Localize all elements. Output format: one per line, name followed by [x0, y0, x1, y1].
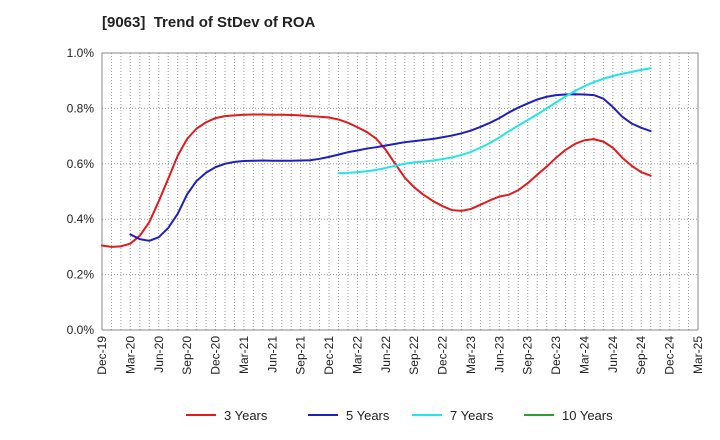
- y-tick-label: 0.2%: [67, 268, 95, 282]
- x-tick-label: Sep-22: [407, 336, 421, 375]
- y-axis-tick-labels: 0.0% 0.2% 0.4% 0.6% 0.8% 1.0%: [67, 46, 95, 337]
- x-tick-label: Mar-21: [237, 336, 251, 374]
- x-tick-label: Mar-23: [464, 336, 478, 374]
- x-tick-label: Sep-21: [294, 336, 308, 375]
- legend-label: 7 Years: [450, 408, 494, 423]
- x-tick-label: Jun-20: [152, 336, 166, 373]
- x-tick-label: Dec-19: [95, 336, 109, 375]
- y-tick-label: 0.4%: [67, 212, 95, 226]
- x-tick-label: Dec-20: [209, 336, 223, 375]
- x-tick-label: Sep-23: [521, 336, 535, 375]
- y-tick-label: 1.0%: [67, 46, 95, 60]
- x-tick-label: Dec-21: [322, 336, 336, 375]
- legend-label: 5 Years: [346, 408, 390, 423]
- x-tick-label: Sep-24: [634, 336, 648, 375]
- series-line-3-years: [101, 113, 652, 248]
- y-tick-label: 0.8%: [67, 101, 95, 115]
- x-tick-label: Dec-22: [436, 336, 450, 375]
- x-tick-label: Mar-20: [123, 336, 137, 374]
- x-tick-label: Jun-21: [265, 336, 279, 373]
- y-tick-label: 0.6%: [67, 157, 95, 171]
- legend-label: 10 Years: [562, 408, 613, 423]
- chart-title: [9063] Trend of StDev of ROA: [102, 14, 316, 31]
- series-lines: [101, 67, 652, 248]
- x-tick-label: Dec-23: [549, 336, 563, 375]
- x-axis-tick-labels: Dec-19 Mar-20 Jun-20 Sep-20 Dec-20 Mar-21 Jun-…: [95, 336, 705, 375]
- legend: 3 Years 5 Years 7 Years 10 Years: [186, 408, 613, 423]
- vertical-gridlines: [110, 53, 690, 330]
- x-tick-label: Jun-24: [606, 336, 620, 373]
- y-tick-label: 0.0%: [67, 323, 95, 337]
- x-tick-label: Dec-24: [663, 336, 677, 375]
- legend-label: 3 Years: [224, 408, 268, 423]
- x-tick-label: Jun-23: [492, 336, 506, 373]
- series-line-7-years: [337, 67, 652, 175]
- x-tick-label: Sep-20: [180, 336, 194, 375]
- x-tick-label: Mar-25: [691, 336, 705, 374]
- plot-frame: [101, 52, 699, 331]
- x-tick-label: Jun-22: [379, 336, 393, 373]
- series-line-5-years: [129, 93, 652, 242]
- x-tick-label: Mar-22: [350, 336, 364, 374]
- x-tick-label: Mar-24: [577, 336, 591, 374]
